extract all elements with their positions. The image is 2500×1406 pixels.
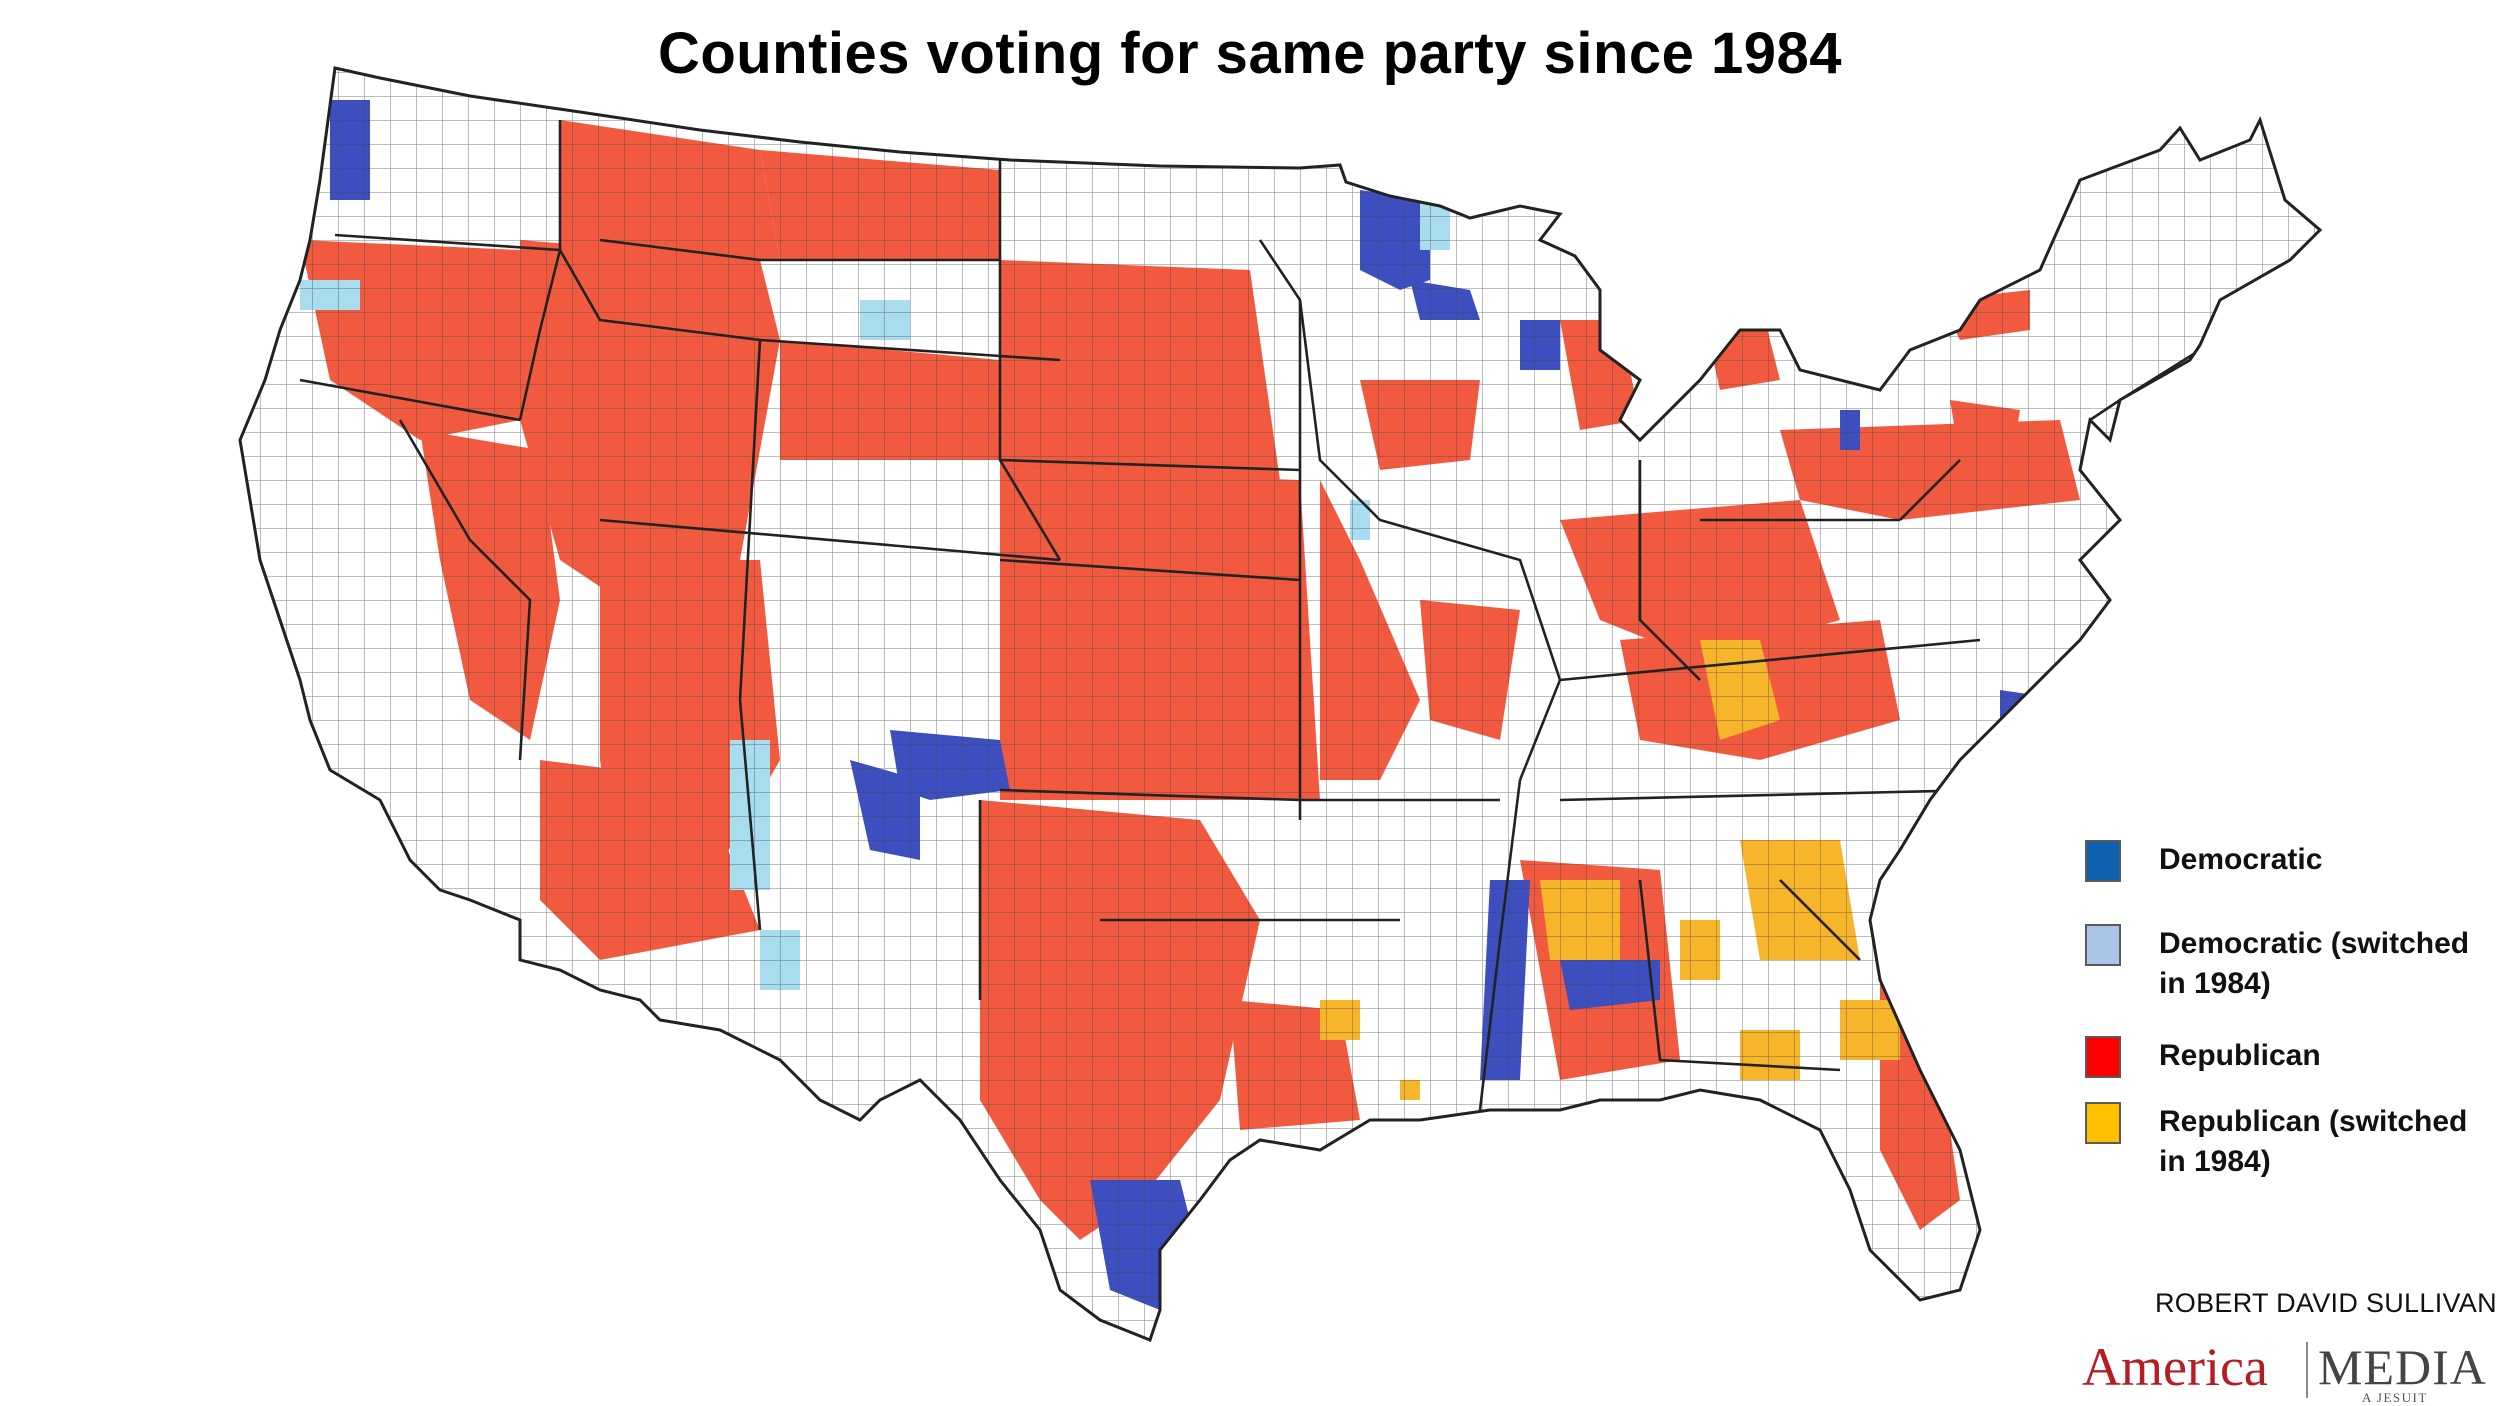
author-credit: ROBERT DAVID SULLIVAN (2155, 1288, 2497, 1318)
logo-america-text: America (2082, 1337, 2268, 1397)
legend-swatch (2085, 1102, 2121, 1144)
legend-item-republican-switched: Republican (switched in 1984) (2085, 1102, 2489, 1182)
legend-item-democratic: Democratic (2085, 840, 2489, 882)
legend-swatch (2085, 1036, 2121, 1078)
legend-label: Democratic (switched in 1984) (2159, 927, 2470, 1000)
map-title: Counties voting for same party since 198… (657, 21, 1843, 86)
logo-tagline: A JESUIT MINISTRY (2362, 1390, 2428, 1405)
legend-label: Republican (switched in 1984) (2159, 1105, 2468, 1178)
legend-label: Republican (2159, 1039, 2321, 1072)
legend-item-democratic-switched: Democratic (switched in 1984) (2085, 924, 2489, 1004)
legend-swatch (2085, 924, 2121, 966)
county-region-democratic (2160, 390, 2220, 420)
legend-label: Democratic (2159, 843, 2323, 876)
legend-item-republican: Republican (2085, 1036, 2489, 1078)
logo-divider (2306, 1342, 2308, 1398)
county-region-democratic (1940, 810, 2000, 930)
legend-swatch (2085, 840, 2121, 882)
america-media-logo: America MEDIA A JESUIT MINISTRY (2082, 1337, 2500, 1405)
logo-media-text: MEDIA (2318, 1339, 2487, 1395)
